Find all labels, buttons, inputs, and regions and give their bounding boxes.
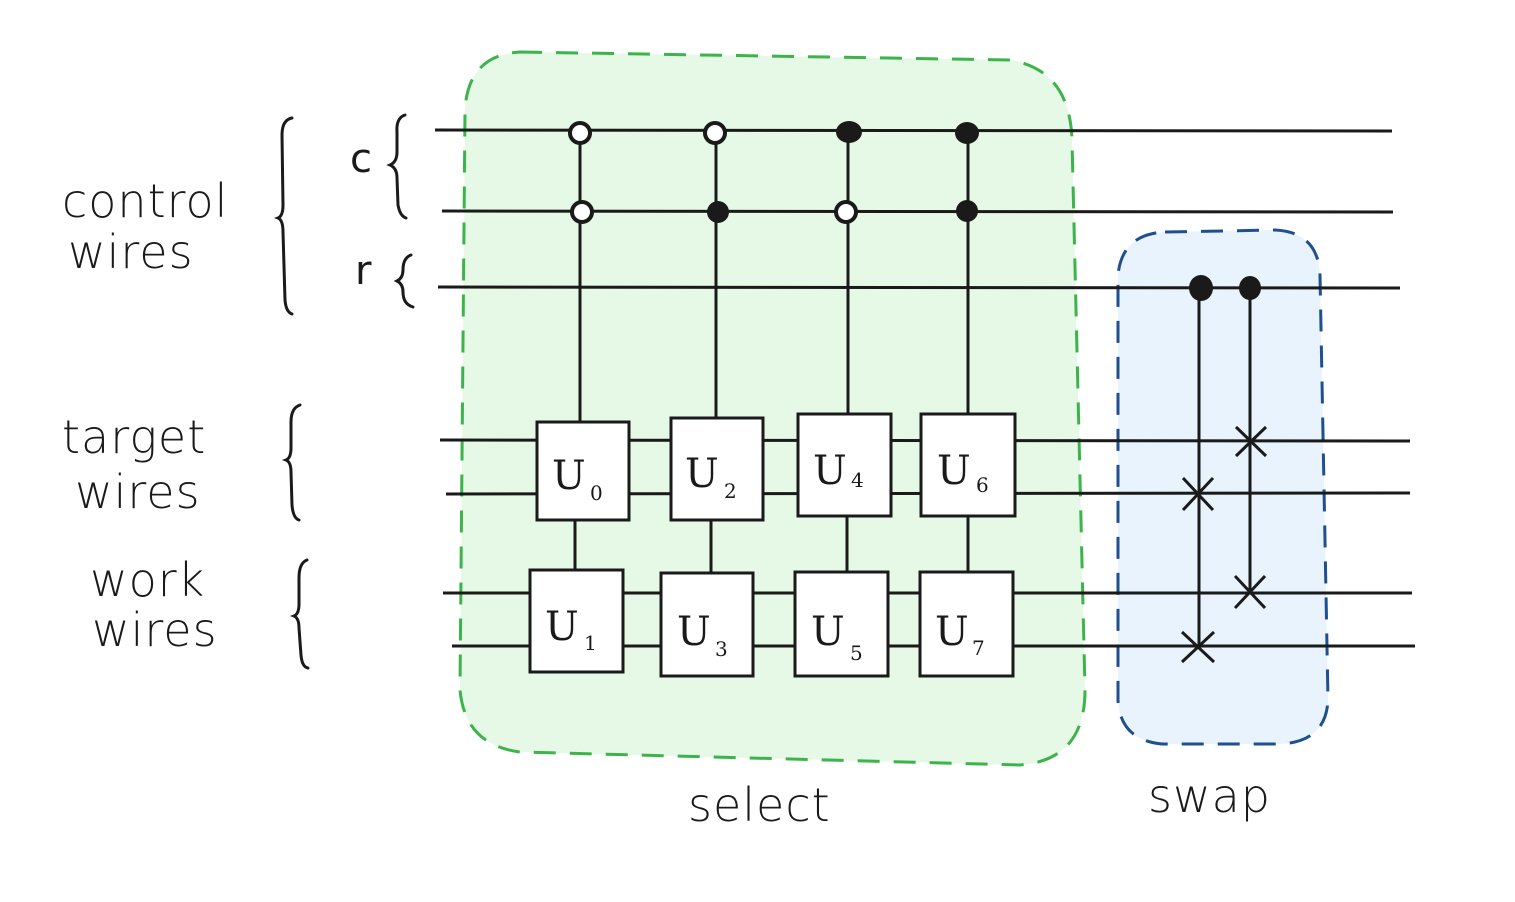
work-label: work — [90, 553, 205, 607]
control-dots — [568, 121, 979, 224]
gate-u4: U 4 — [796, 412, 893, 518]
control-filled-dot — [707, 201, 729, 223]
svg-text:U: U — [677, 609, 711, 655]
gate-u5: U 5 — [793, 570, 890, 678]
svg-text:U: U — [811, 609, 845, 655]
svg-text:U: U — [552, 453, 586, 499]
svg-text:U: U — [937, 448, 971, 494]
braces — [273, 113, 415, 670]
swap-control-dot — [1239, 276, 1261, 300]
svg-text:0: 0 — [590, 481, 603, 505]
control-wires-label: wires — [68, 225, 194, 279]
register-c-label: c — [350, 136, 372, 182]
svg-text:U: U — [935, 609, 969, 655]
c-brace — [386, 113, 408, 220]
control-open-dot — [834, 200, 858, 224]
swap-label: swap — [1148, 769, 1271, 823]
gates: U 0 U 1 U 2 U 3 U 4 U 5 U — [528, 412, 1017, 678]
swap-cross-icon — [1233, 574, 1267, 610]
swap-control-dot — [1189, 275, 1213, 301]
r-brace — [393, 253, 415, 309]
wire-c1 — [434, 128, 1393, 133]
swap-cross-icon — [1234, 425, 1268, 458]
gate-u2: U 2 — [669, 416, 765, 522]
swap-cross-icon — [1181, 476, 1215, 512]
svg-text:U: U — [813, 448, 847, 494]
control-bracket — [273, 116, 294, 316]
control-lines — [573, 130, 970, 573]
register-r-label: r — [355, 248, 372, 294]
gate-u1: U 1 — [528, 568, 625, 674]
svg-text:2: 2 — [724, 479, 737, 503]
svg-text:7: 7 — [972, 636, 985, 660]
gate-u0: U 0 — [535, 420, 631, 522]
control-open-dot — [568, 121, 592, 145]
control-label: control — [62, 174, 228, 228]
svg-text:5: 5 — [850, 641, 863, 665]
control-filled-dot — [956, 200, 978, 222]
swap-region — [1116, 228, 1330, 746]
svg-text:6: 6 — [976, 473, 989, 497]
gate-u7: U 7 — [918, 570, 1015, 678]
swap-gates — [1180, 275, 1268, 664]
gate-u3: U 3 — [659, 571, 755, 678]
control-filled-dot — [955, 122, 979, 144]
svg-text:U: U — [545, 604, 579, 650]
target-wires-label: wires — [75, 465, 201, 519]
work-bracket — [289, 558, 310, 670]
target-label: target — [62, 410, 206, 464]
control-filled-dot — [836, 121, 862, 143]
control-open-dot — [570, 200, 594, 224]
control-open-dot — [703, 121, 727, 145]
work-wires-label: wires — [92, 603, 218, 657]
gate-u6: U 6 — [919, 412, 1017, 518]
swap-cross-icon — [1180, 630, 1216, 664]
target-bracket — [281, 403, 302, 522]
select-label: select — [688, 778, 831, 832]
svg-text:3: 3 — [715, 637, 728, 661]
svg-text:U: U — [685, 451, 719, 497]
svg-text:4: 4 — [851, 468, 864, 492]
wire-c2 — [441, 209, 1394, 214]
svg-text:1: 1 — [584, 631, 597, 655]
